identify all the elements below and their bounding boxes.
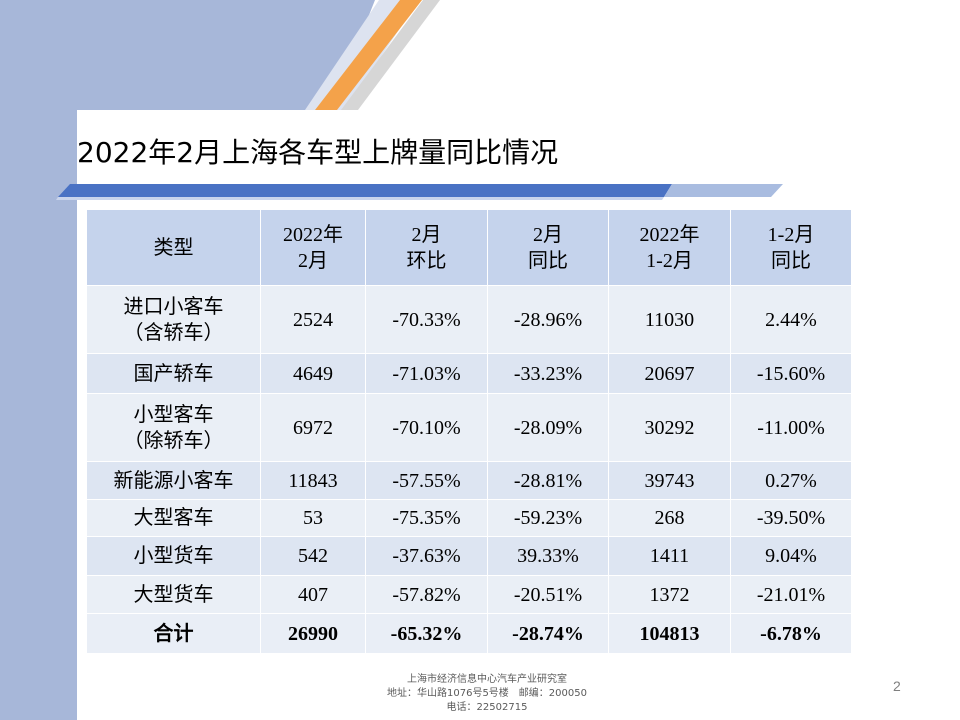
total-value-cell: 26990 [260,613,366,654]
vehicle-type-cell: 小型货车 [86,536,261,576]
value-cell: -70.10% [365,393,488,462]
orange-stripe [315,0,422,110]
vehicle-type-cell: 大型客车 [86,499,261,537]
value-cell: 4649 [260,353,366,394]
column-header: 2022年 1-2月 [608,209,731,286]
title-underline-bar-fade [664,184,783,197]
value-cell: -70.33% [365,285,488,354]
value-cell: 542 [260,536,366,576]
footer-organization: 上海市经济信息中心汽车产业研究室 [407,674,567,685]
column-header: 2022年 2月 [260,209,366,286]
value-cell: 6972 [260,393,366,462]
value-cell: 1372 [608,575,731,614]
cell-text-line: 2022年 [639,223,700,246]
cell-text-line: 1-2月 [767,223,815,246]
table-row: 新能源小客车 11843 -57.55% -28.81% 39743 0.27% [86,461,852,500]
value-cell: -71.03% [365,353,488,394]
table-row: 大型货车 407 -57.82% -20.51% 1372 -21.01% [86,575,852,614]
total-value-cell: -28.74% [487,613,609,654]
column-header: 2月同比 [487,209,609,286]
table-row: 大型客车 53 -75.35% -59.23% 268 -39.50% [86,499,852,537]
value-cell: -57.55% [365,461,488,500]
cell-text-line: 新能源小客车 [113,469,234,492]
value-cell: 0.27% [730,461,852,500]
title-underline-bar [58,184,672,197]
vehicle-type-cell: 新能源小客车 [86,461,261,500]
value-cell: -33.23% [487,353,609,394]
column-header: 1-2月同比 [730,209,852,286]
value-cell: -11.00% [730,393,852,462]
value-cell: -28.81% [487,461,609,500]
value-cell: -15.60% [730,353,852,394]
value-cell: -59.23% [487,499,609,537]
footer-contact: 上海市经济信息中心汽车产业研究室 地址：华山路1076号5号楼 邮编：20005… [362,673,612,715]
value-cell: 11843 [260,461,366,500]
cell-text-line: 2月 [298,249,328,272]
cell-text-line: （含轿车） [123,321,224,344]
cell-text-line: 同比 [528,249,568,272]
cell-text-line: 2月 [533,223,563,246]
table-row: 小型客车 （除轿车） 6972 -70.10% -28.09% 30292 -11.00% [86,393,852,462]
footer-address: 地址：华山路1076号5号楼 邮编：200050 [387,688,587,699]
value-cell: -75.35% [365,499,488,537]
cell-text-line: 小型客车 [133,403,214,426]
value-cell: -21.01% [730,575,852,614]
cell-text-line: 小型货车 [133,545,214,567]
value-cell: 53 [260,499,366,537]
table-header-row: 类型 2022年 2月 2月 环比 2月 同比 2022年 1-2月 1-2月 同比 [86,209,852,286]
vehicle-type-cell: 小型客车 （除轿车） [86,393,261,462]
vehicle-type-cell: 大型货车 [86,575,261,614]
table-total-row: 合计 26990 -65.32% -28.74% 104813 -6.78% [86,613,852,654]
value-cell: 2524 [260,285,366,354]
cell-text-line: 1-2月 [646,249,693,272]
value-cell: 39743 [608,461,731,500]
value-cell: 268 [608,499,731,537]
vehicle-registration-table: 类型 2022年 2月 2月 环比 2月 同比 2022年 1-2月 1-2月 同比 进口小客车 （含… [86,209,852,654]
footer-phone: 电话：22502715 [446,702,528,713]
cell-text-line: 2022年 [283,223,343,246]
title-underline-shadow [56,197,664,200]
value-cell: -39.50% [730,499,852,537]
cell-text-line: 国产轿车 [133,362,214,385]
value-cell: 20697 [608,353,731,394]
cell-text-line: 大型客车 [133,507,214,529]
cell-text-line: 2月 [411,223,442,246]
cell-text-line: 环比 [406,249,447,272]
cell-text-line: 类型 [153,236,194,259]
value-cell: 407 [260,575,366,614]
value-cell: -57.82% [365,575,488,614]
column-header: 类型 [86,209,261,286]
total-value-cell: -65.32% [365,613,488,654]
table-row: 进口小客车 （含轿车） 2524 -70.33% -28.96% 11030 2.44% [86,285,852,354]
value-cell: 39.33% [487,536,609,576]
cell-text-line: 大型货车 [133,583,214,606]
vehicle-type-cell: 进口小客车 （含轿车） [86,285,261,354]
cell-text-line: 合计 [153,622,194,645]
value-cell: 11030 [608,285,731,354]
value-cell: -28.96% [487,285,609,354]
value-cell: -28.09% [487,393,609,462]
page-number: 2 [893,678,901,694]
page-title: 2022年2月上海各车型上牌量同比情况 [77,136,559,169]
table-row: 国产轿车 4649 -71.03% -33.23% 20697 -15.60% [86,353,852,394]
total-label-cell: 合计 [86,613,261,654]
vehicle-type-cell: 国产轿车 [86,353,261,394]
value-cell: 1411 [608,536,731,576]
cell-text-line: 进口小客车 [123,295,224,318]
column-header: 2月环比 [365,209,488,286]
cell-text-line: 同比 [771,249,811,272]
gray-stripe [341,0,440,110]
value-cell: 30292 [608,393,731,462]
value-cell: -20.51% [487,575,609,614]
total-value-cell: -6.78% [730,613,852,654]
value-cell: -37.63% [365,536,488,576]
value-cell: 9.04% [730,536,852,576]
total-value-cell: 104813 [608,613,731,654]
table-row: 小型货车 542 -37.63% 39.33% 1411 9.04% [86,536,852,576]
cell-text-line: （除轿车） [123,429,224,452]
value-cell: 2.44% [730,285,852,354]
